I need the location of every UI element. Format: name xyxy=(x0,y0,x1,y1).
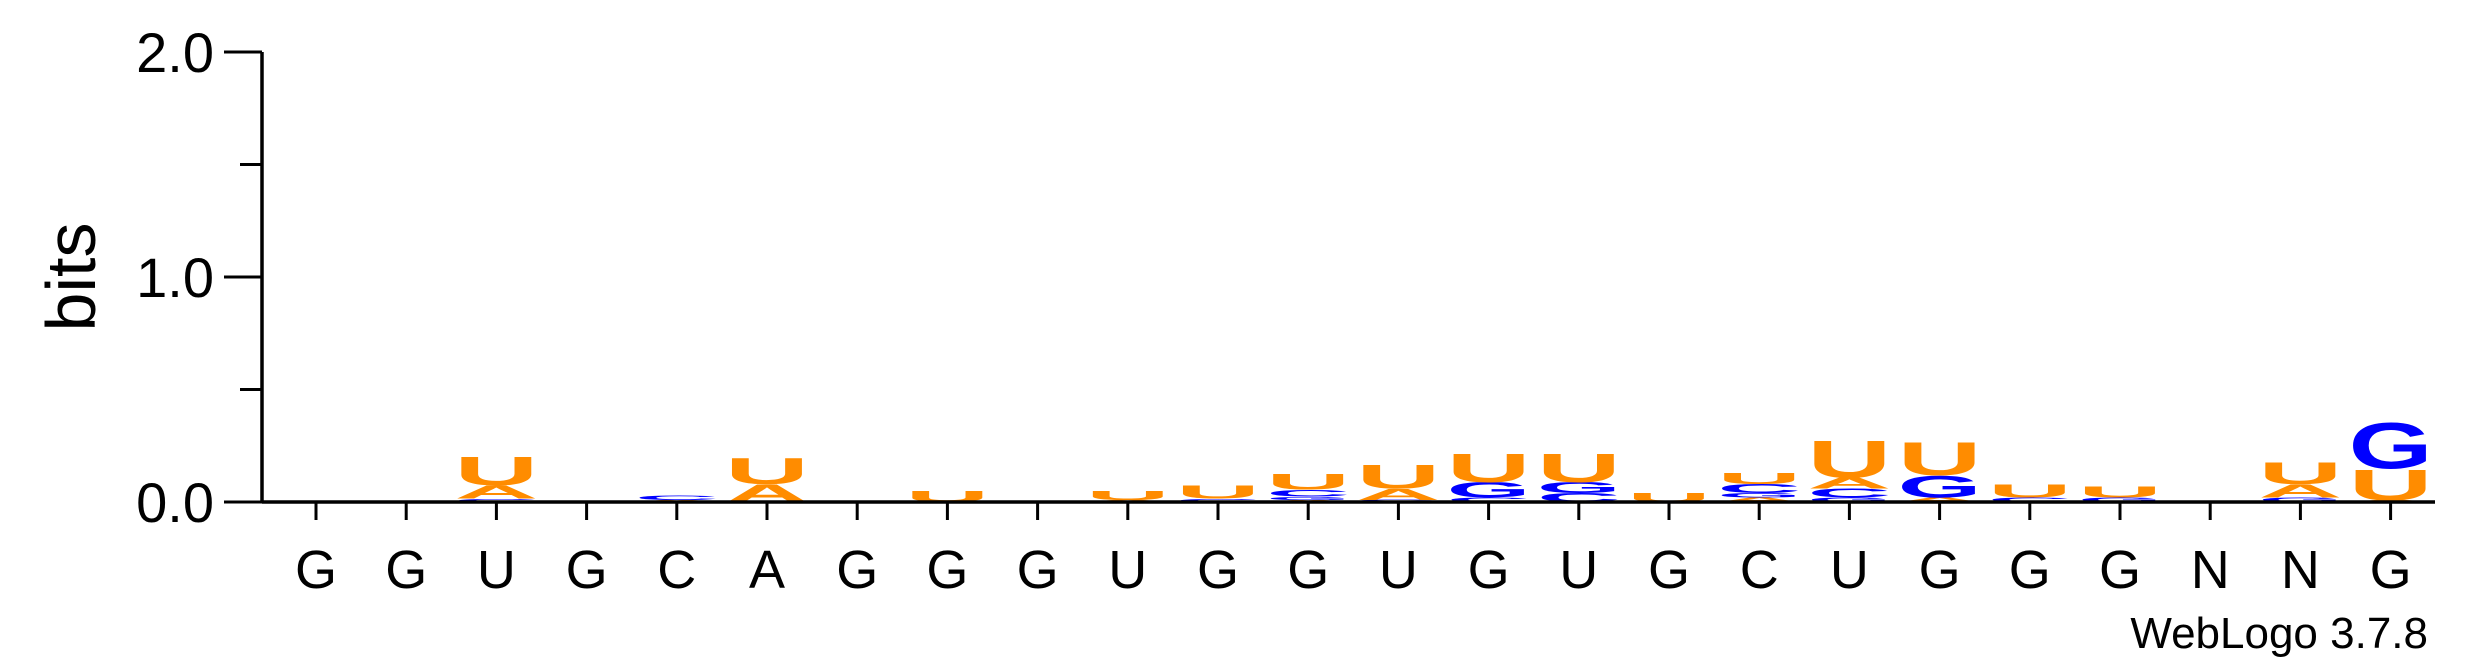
y-tick-label: 0.0 xyxy=(136,471,214,534)
x-tick-label: N xyxy=(2191,540,2230,600)
logo-letter-g: G xyxy=(2078,496,2162,503)
x-tick-label: U xyxy=(1379,540,1418,600)
x-tick-label: U xyxy=(477,540,516,600)
x-tick-label: G xyxy=(1287,540,1329,600)
y-axis-label: bits xyxy=(32,223,110,332)
logo-letter-a: A xyxy=(1807,475,1891,492)
logo-letter-c: C xyxy=(1447,496,1531,503)
logo-letter-u: U xyxy=(2078,484,2162,501)
x-tick-label: G xyxy=(2099,540,2141,600)
logo-letter-u: U xyxy=(1356,457,1440,496)
weblogo-credit: WebLogo 3.7.8 xyxy=(2130,609,2428,658)
x-tick-label: A xyxy=(749,540,785,600)
y-tick-label: 2.0 xyxy=(136,21,214,84)
logo-letter-c: C xyxy=(1807,486,1891,500)
x-tick-label: G xyxy=(385,540,427,600)
logo-letter-u: U xyxy=(1807,429,1891,488)
x-tick-label: U xyxy=(1559,540,1598,600)
logo-letter-a: A xyxy=(1898,496,1982,503)
x-tick-label: G xyxy=(2370,540,2412,600)
x-tick-label: G xyxy=(1648,540,1690,600)
logo-letter-c: C xyxy=(1717,482,1801,496)
logo-letter-g: G xyxy=(2258,496,2342,503)
logo-letter-u: U xyxy=(1717,470,1801,487)
logo-letter-g: G xyxy=(1537,479,1621,496)
logo-letter-c: C xyxy=(1988,496,2072,503)
logo-letter-u: U xyxy=(454,449,538,494)
logo-letter-u: U xyxy=(725,451,809,493)
logo-letter-g: G xyxy=(1898,469,1982,504)
x-tick-label: G xyxy=(566,540,608,600)
x-tick-label: N xyxy=(2281,540,2320,600)
logo-letter-u: U xyxy=(1447,446,1531,491)
logo-letter-a: A xyxy=(454,482,538,503)
logo-letter-a: A xyxy=(1356,486,1440,503)
x-tick-label: C xyxy=(1740,540,1779,600)
x-tick-label: G xyxy=(1017,540,1059,600)
x-tick-label: U xyxy=(1830,540,1869,600)
logo-letter-u: U xyxy=(1537,446,1621,491)
logo-letter-u: U xyxy=(1176,482,1260,503)
y-tick-label: 1.0 xyxy=(136,246,214,309)
x-tick-label: G xyxy=(836,540,878,600)
logo-letter-u: U xyxy=(1266,470,1350,494)
logo-letter-g: G xyxy=(1266,496,1350,501)
x-tick-label: G xyxy=(1468,540,1510,600)
x-tick-label: G xyxy=(295,540,337,600)
logo-letter-a: A xyxy=(2258,481,2342,502)
logo-letter-c: C xyxy=(635,494,719,501)
logo-letter-g: G xyxy=(1807,496,1891,503)
logo-letter-u: U xyxy=(1898,432,1982,485)
logo-letter-c: C xyxy=(1266,488,1350,498)
logo-letter-u: U xyxy=(1988,481,2072,502)
x-tick-label: G xyxy=(1919,540,1961,600)
x-tick-label: U xyxy=(1108,540,1147,600)
x-tick-label: G xyxy=(1197,540,1239,600)
x-tick-label: C xyxy=(657,540,696,600)
x-tick-label: G xyxy=(926,540,968,600)
y-axis-ticks: 0.0 1.0 2.0 xyxy=(136,21,262,534)
logo-letter-a: A xyxy=(1717,496,1801,503)
logo-letter-g: G xyxy=(1447,478,1531,502)
logo-letter-u: U xyxy=(2258,456,2342,491)
logo-letter-u: U xyxy=(1086,489,1170,503)
logo-letter-g: G xyxy=(1717,492,1801,499)
logo-letter-g: G xyxy=(2349,409,2433,483)
x-tick-label: G xyxy=(2009,540,2051,600)
